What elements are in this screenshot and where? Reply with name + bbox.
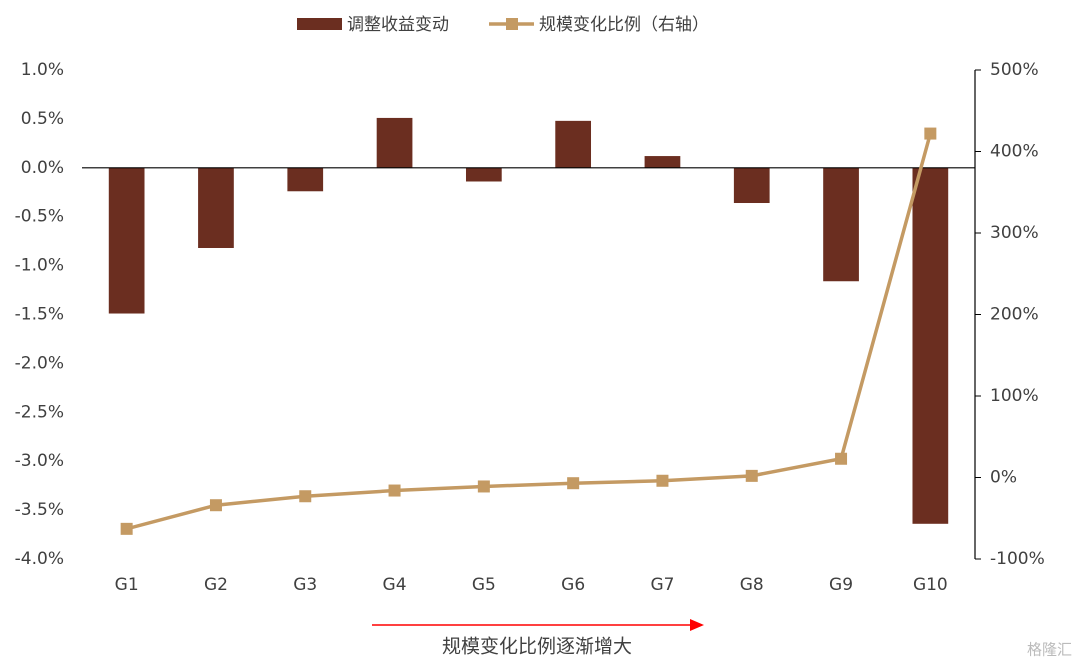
bar xyxy=(287,167,324,192)
y-tick-label: 0.5% xyxy=(21,109,64,129)
marker xyxy=(745,469,758,482)
y-tick-label: -3.0% xyxy=(15,451,64,471)
bar xyxy=(555,120,592,168)
x-tick-label: G1 xyxy=(115,575,139,595)
y2-tick-label: 500% xyxy=(990,60,1039,80)
bar xyxy=(465,167,502,182)
y2-tick-label: 300% xyxy=(990,223,1039,243)
y-tick-label: 1.0% xyxy=(21,60,64,80)
bar xyxy=(733,167,770,204)
bar xyxy=(108,167,145,314)
bar xyxy=(198,167,234,248)
y2-tick-label: -100% xyxy=(990,549,1045,569)
y-tick-label: -2.5% xyxy=(15,402,64,422)
annotation: 规模变化比例逐渐增大 xyxy=(442,636,632,658)
bar xyxy=(376,117,413,168)
y-tick-label: -1.5% xyxy=(15,305,64,325)
marker xyxy=(656,474,669,487)
legend-swatch xyxy=(506,18,518,30)
bar xyxy=(644,156,681,168)
x-tick-label: G7 xyxy=(650,575,674,595)
x-tick-label: G5 xyxy=(472,575,496,595)
annotation-arrowhead xyxy=(690,619,704,631)
marker xyxy=(120,522,133,535)
y2-tick-label: 0% xyxy=(990,468,1017,488)
x-tick-label: G10 xyxy=(913,575,948,595)
y2-tick-label: 100% xyxy=(990,386,1039,406)
line xyxy=(126,133,933,531)
marker xyxy=(567,477,580,490)
x-tick-label: G9 xyxy=(829,575,853,595)
marker xyxy=(388,484,401,497)
legend-swatch xyxy=(297,18,342,30)
y-tick-label: -2.0% xyxy=(15,353,64,373)
legend-label: 调整收益变动 xyxy=(347,15,449,35)
watermark: 格隆汇 xyxy=(1027,641,1072,659)
marker xyxy=(924,127,937,140)
y-tick-label: -3.5% xyxy=(15,500,64,520)
y2-tick-label: 200% xyxy=(990,305,1039,325)
y2-tick-label: 400% xyxy=(990,142,1039,162)
y-tick-label: -1.0% xyxy=(15,256,64,276)
x-tick-label: G6 xyxy=(561,575,585,595)
x-tick-label: G8 xyxy=(740,575,764,595)
marker xyxy=(209,499,222,512)
marker xyxy=(299,490,312,503)
y-tick-label: -4.0% xyxy=(15,549,64,569)
marker xyxy=(477,480,490,493)
x-tick-label: G2 xyxy=(204,575,228,595)
y-tick-label: -0.5% xyxy=(15,207,64,227)
x-tick-label: G3 xyxy=(293,575,317,595)
y-tick-label: 0.0% xyxy=(21,158,64,178)
x-tick-label: G4 xyxy=(383,575,407,595)
marker xyxy=(835,452,848,465)
legend-label: 规模变化比例（右轴） xyxy=(539,15,709,35)
bar xyxy=(823,167,859,282)
bar xyxy=(912,167,949,524)
